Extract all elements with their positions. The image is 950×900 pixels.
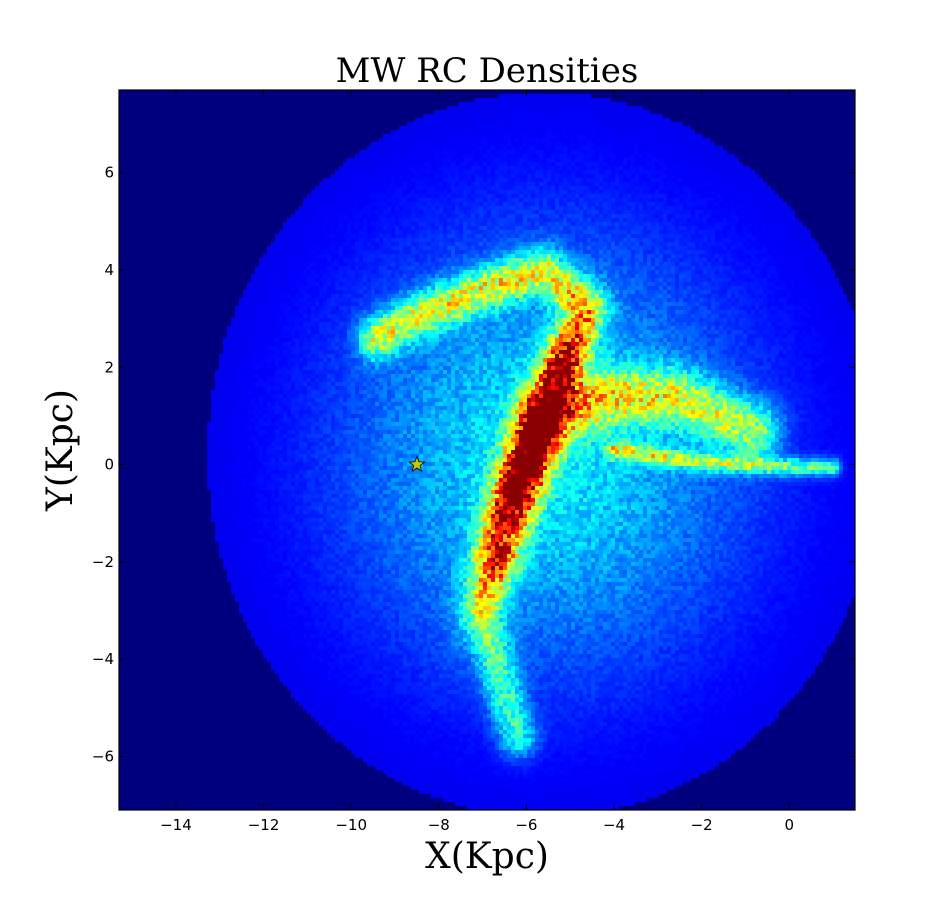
y-tick-label: −6 (92, 747, 114, 765)
y-tick-label: −4 (92, 650, 114, 668)
x-tick-label: −6 (515, 816, 537, 834)
y-axis: −6 −4 −2 0 2 4 6 (92, 164, 855, 765)
x-tick-label: −2 (691, 816, 713, 834)
chart-title: MW RC Densities (336, 51, 639, 91)
x-tick-label: −4 (603, 816, 625, 834)
x-axis: −14 −12 −10 −8 −6 −4 −2 0 (160, 90, 794, 834)
y-tick-label: 6 (104, 164, 114, 182)
x-tick-label: −14 (160, 816, 192, 834)
x-tick-label: −10 (335, 816, 367, 834)
x-axis-label: X(Kpc) (425, 836, 549, 877)
sun-star-marker (408, 455, 426, 473)
plot-area (118, 89, 856, 811)
x-tick-label: −8 (428, 816, 450, 834)
y-axis-label: Y(Kpc) (40, 389, 81, 512)
marker-layer (408, 455, 426, 473)
y-tick-label: −2 (92, 553, 114, 571)
x-tick-label: −12 (248, 816, 280, 834)
x-tick-label: 0 (785, 816, 795, 834)
y-tick-label: 4 (104, 261, 114, 279)
y-tick-label: 2 (104, 358, 114, 376)
plot-frame (118, 89, 856, 811)
density-heatmap (119, 90, 855, 810)
y-tick-label: 0 (104, 456, 114, 474)
density-image (119, 90, 855, 810)
